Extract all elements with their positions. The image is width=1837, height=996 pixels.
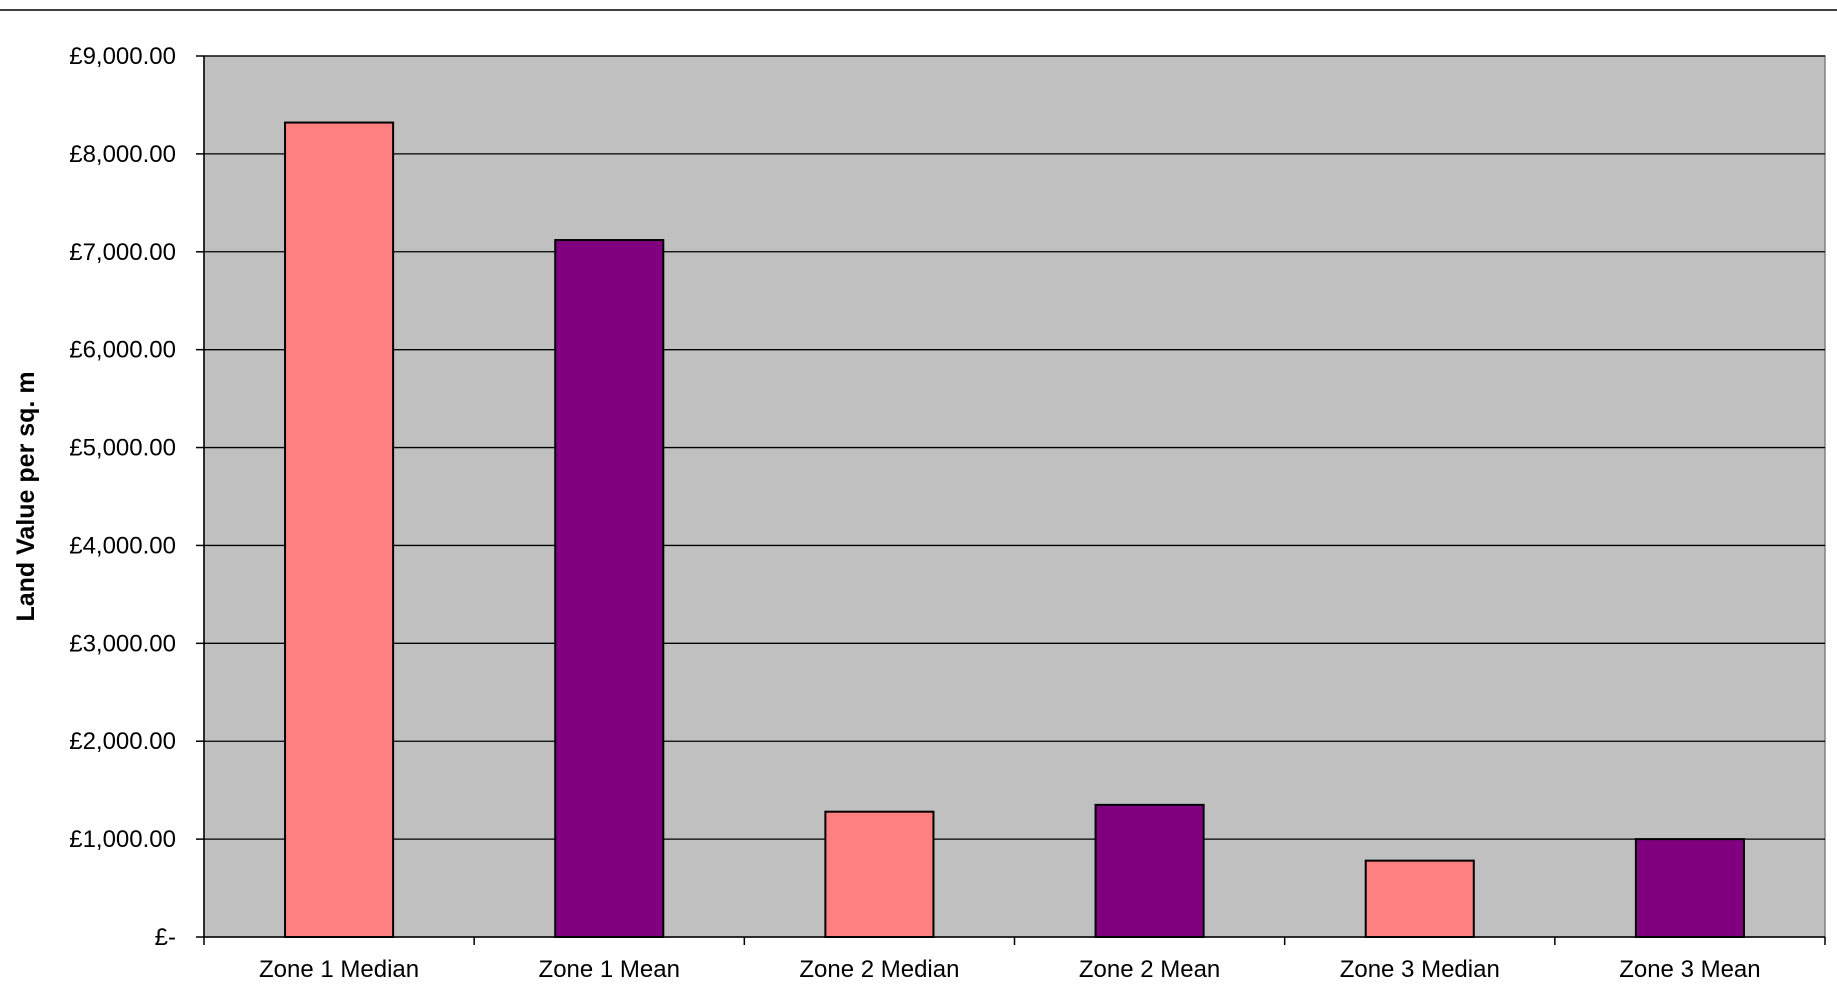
x-tick-label: Zone 1 Mean (539, 956, 680, 983)
x-tick-label: Zone 3 Median (1340, 956, 1500, 983)
bar-zone-3-mean (1634, 838, 1745, 938)
x-tick-label: Zone 1 Median (259, 956, 419, 983)
bar-zone-1-mean (554, 239, 665, 938)
y-tick-label: £- (155, 924, 176, 951)
y-tick-label: £1,000.00 (69, 826, 176, 853)
y-tick-label: £7,000.00 (69, 239, 176, 266)
y-tick-label: £6,000.00 (69, 337, 176, 364)
y-axis-title: Land Value per sq. m (12, 371, 40, 621)
x-tick-label: Zone 3 Mean (1619, 956, 1760, 983)
y-tick-labels: £- £1,000.00 £2,000.00 £3,000.00 £4,000.00 £5… (69, 43, 176, 951)
bar-zone-1-median (284, 121, 395, 938)
y-tick-label: £9,000.00 (69, 43, 176, 70)
bar-zone-3-median (1364, 859, 1475, 938)
x-tick-labels: Zone 1 Median Zone 1 Mean Zone 2 Median Zon… (259, 956, 1761, 983)
x-tick-label: Zone 2 Mean (1079, 956, 1220, 983)
bar-zone-2-median (824, 810, 935, 938)
y-tick-label: £3,000.00 (69, 630, 176, 657)
axes (196, 55, 1826, 945)
y-tick-label: £4,000.00 (69, 532, 176, 559)
bar-zone-2-mean (1094, 803, 1205, 938)
x-tick-label: Zone 2 Median (799, 956, 959, 983)
y-tick-label: £8,000.00 (69, 141, 176, 168)
gridlines (204, 55, 1825, 840)
y-tick-label: £2,000.00 (69, 728, 176, 755)
plot-area (203, 55, 1826, 938)
y-tick-label: £5,000.00 (69, 435, 176, 462)
